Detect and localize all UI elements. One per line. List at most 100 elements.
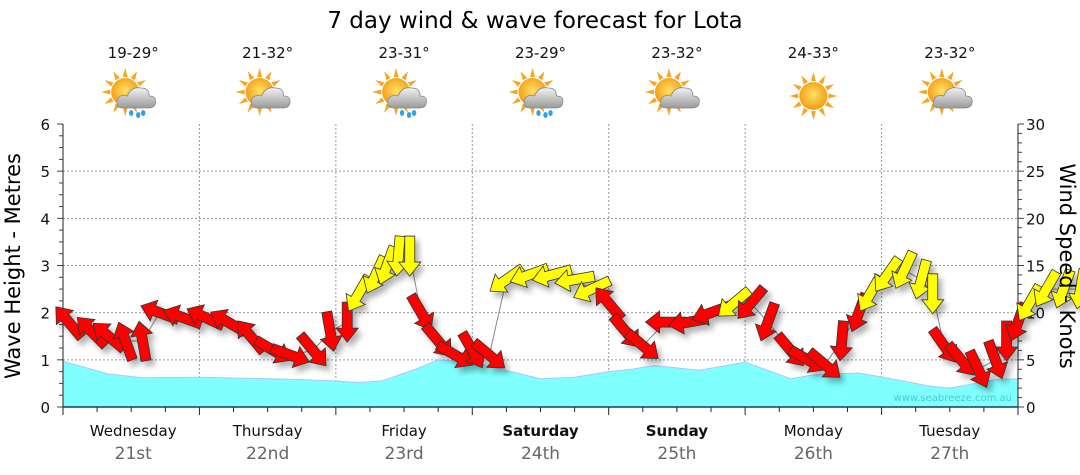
- wind-arrow: [55, 306, 86, 342]
- sun-ray: [644, 89, 654, 95]
- wind-arrow: [874, 255, 904, 292]
- sun-ray: [530, 68, 535, 77]
- sun-ray: [921, 80, 931, 87]
- day-date: 24th: [521, 444, 560, 464]
- sun-ray: [520, 71, 528, 81]
- day-temperature: 23-32°: [924, 44, 975, 62]
- wind-arrow: [623, 328, 659, 359]
- left-tick-label: 0: [40, 399, 50, 417]
- sun-ray: [393, 107, 399, 116]
- sun-icon: [799, 82, 828, 110]
- sun-ray: [136, 80, 146, 87]
- sun-ray: [247, 71, 255, 81]
- sun-ray: [680, 80, 690, 87]
- wind-arrow: [76, 316, 110, 350]
- sun-ray: [648, 97, 658, 104]
- sun-ray: [375, 97, 385, 104]
- right-tick-label: 20: [1026, 210, 1045, 228]
- chart-title: 7 day wind & wave forecast for Lota: [327, 8, 742, 34]
- wind-arrow: [994, 320, 1019, 362]
- sun-ray: [407, 80, 417, 87]
- sun-ray: [393, 68, 399, 77]
- sun-ray: [825, 101, 835, 108]
- left-tick-label: 5: [40, 163, 50, 181]
- sun-ray: [825, 84, 835, 91]
- sun-ray: [818, 75, 826, 85]
- cloud-icon: [387, 87, 427, 109]
- wind-arrow: [572, 275, 613, 303]
- left-axis-title: Wave Height - Metres: [1, 153, 25, 379]
- cloud-icon: [250, 87, 291, 109]
- wind-arrow: [295, 331, 327, 367]
- day-temperature: 23-29°: [515, 44, 566, 62]
- sun-ray: [508, 89, 518, 95]
- sun-ray: [792, 101, 802, 108]
- sun-ray: [801, 107, 809, 117]
- weather-icon-sun-cloud: [235, 68, 291, 116]
- wind-arrow: [162, 304, 204, 330]
- cloud-icon: [660, 87, 700, 109]
- sun-ray: [130, 71, 138, 81]
- day-date: 25th: [657, 444, 696, 464]
- day-name: Thursday: [232, 422, 303, 440]
- sun-ray: [401, 71, 409, 81]
- left-tick-label: 1: [40, 352, 50, 370]
- left-tick-label: 4: [40, 210, 50, 228]
- wind-arrow: [754, 301, 780, 342]
- day-temperature: 21-32°: [242, 44, 293, 62]
- watermark: www.seabreeze.com.au: [894, 393, 1012, 404]
- sun-ray: [801, 75, 809, 85]
- sun-ray: [104, 97, 114, 104]
- weather-icon-sun-cloud-rain: [372, 68, 427, 118]
- day-name: Saturday: [502, 422, 579, 440]
- wind-arrow: [829, 320, 854, 362]
- weather-icon-sun-cloud: [917, 68, 973, 116]
- sun-ray: [953, 80, 963, 87]
- rain-drop-icon: [406, 112, 412, 118]
- sun-ray: [264, 71, 272, 81]
- rain-drop-icon: [399, 110, 405, 116]
- sun-ray: [238, 97, 248, 104]
- right-tick-label: 25: [1026, 163, 1045, 181]
- sun-ray: [674, 71, 681, 81]
- day-name: Sunday: [646, 422, 709, 440]
- left-tick-label: 3: [40, 258, 50, 276]
- day-name: Wednesday: [90, 422, 177, 440]
- wind-arrow: [1033, 268, 1062, 307]
- wind-arrow: [920, 273, 945, 315]
- sun-ray: [544, 80, 554, 87]
- sun-ray: [818, 107, 826, 117]
- rain-drop-icon: [129, 110, 134, 116]
- right-tick-label: 5: [1026, 352, 1036, 370]
- rain-drop-icon: [548, 110, 553, 116]
- wind-arrow: [509, 262, 551, 288]
- sun-ray: [530, 107, 535, 116]
- sun-ray: [113, 71, 120, 81]
- wind-arrow: [129, 320, 154, 362]
- day-temperature: 24-33°: [788, 44, 839, 62]
- sun-ray: [789, 93, 799, 99]
- sun-ray: [939, 68, 945, 77]
- day-name: Monday: [784, 422, 843, 440]
- day-date: 27th: [930, 444, 969, 464]
- sun-ray: [235, 89, 245, 95]
- day-temperature: 19-29°: [108, 44, 159, 62]
- wind-arrow: [269, 343, 310, 369]
- sun-ray: [666, 68, 672, 77]
- sun-ray: [257, 107, 263, 116]
- sun-ray: [122, 68, 128, 77]
- wind-arrow: [397, 235, 422, 277]
- sun-ray: [810, 72, 816, 81]
- cloud-icon: [523, 87, 564, 109]
- sun-ray: [537, 71, 545, 81]
- day-name: Tuesday: [918, 422, 980, 440]
- sun-ray: [947, 71, 954, 81]
- sun-ray: [810, 111, 816, 120]
- weather-icon-sun-cloud: [644, 68, 700, 116]
- day-date: 22nd: [246, 444, 289, 464]
- wave-height-area: [62, 359, 1019, 408]
- wind-arrow: [805, 347, 841, 378]
- sun-ray: [917, 89, 927, 95]
- right-axis-title: Wind Speed - Knots: [1055, 163, 1079, 368]
